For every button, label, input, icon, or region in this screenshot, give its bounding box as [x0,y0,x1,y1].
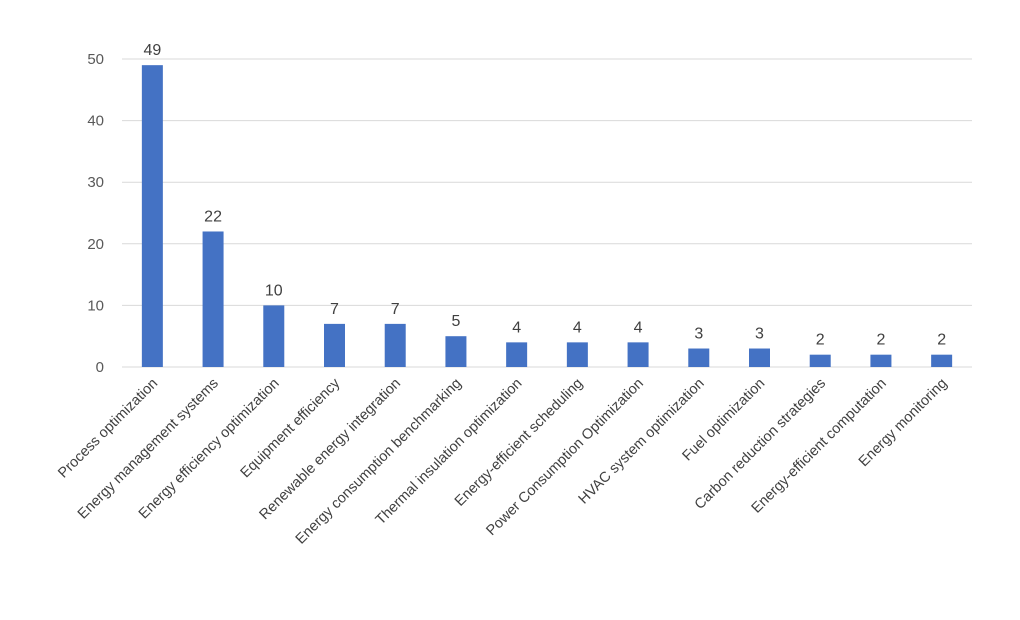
data-label: 5 [451,313,460,330]
bar [263,305,285,367]
data-label: 49 [143,42,161,59]
bar [749,348,770,367]
y-tick-label: 20 [87,236,104,253]
data-label: 22 [204,208,222,225]
x-tick-label: Energy-efficient scheduling [452,376,586,510]
bar [688,348,710,367]
bar [566,342,588,367]
data-label: 4 [512,319,521,336]
y-tick-label: 30 [87,174,104,191]
data-label: 10 [265,282,283,299]
bar [324,323,345,367]
data-label: 7 [391,301,400,318]
data-label: 2 [876,332,885,349]
bar [141,65,163,367]
bar [931,354,953,367]
data-label: 4 [573,319,582,336]
bar [809,354,831,367]
bar [506,342,528,367]
y-tick-label: 40 [87,113,104,130]
data-label: 4 [634,319,643,336]
x-tick-label: Equipment efficiency [238,375,344,481]
bar [445,336,467,367]
gridlines [122,58,972,368]
bar [870,354,892,367]
bar [627,342,649,367]
y-axis-tick-labels: 0 10 20 30 40 50 [87,51,104,376]
data-label: 3 [755,326,764,343]
bar [202,231,224,367]
bar [384,323,406,367]
x-tick-label: HVAC system optimization [576,376,708,508]
x-tick-label: Process optimization [55,376,161,482]
data-label: 7 [330,301,339,318]
data-label: 2 [937,332,946,349]
y-tick-label: 10 [87,297,104,314]
y-tick-label: 50 [87,51,104,68]
data-label: 3 [694,326,703,343]
data-label: 2 [816,332,825,349]
bars [141,65,953,367]
y-tick-label: 0 [96,359,104,376]
